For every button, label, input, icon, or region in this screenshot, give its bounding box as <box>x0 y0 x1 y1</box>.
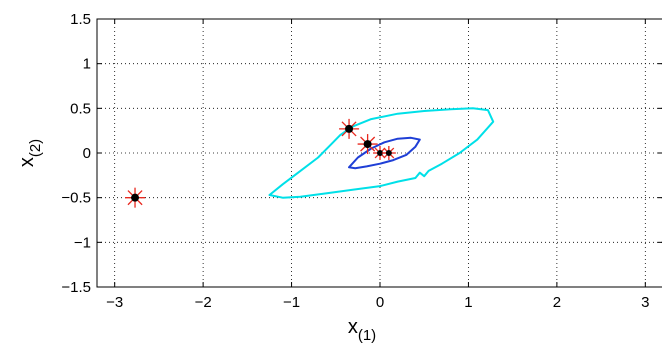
curves <box>268 107 495 199</box>
x-tick-label: −3 <box>106 294 123 311</box>
x-axis-label-main: x <box>348 316 358 338</box>
y-tick-label: −1 <box>74 234 91 251</box>
marker-dot <box>385 150 392 156</box>
x-tick-labels: −3 −2 −1 0 1 2 3 <box>106 294 649 311</box>
marker-dot <box>131 193 140 202</box>
equilibrium-marker <box>381 146 396 160</box>
orbit-curve-2 <box>348 136 421 170</box>
axis-ticks <box>97 18 662 288</box>
grid <box>97 18 662 288</box>
y-axis-label-subscript: (2) <box>27 139 44 157</box>
orbit-curve-1 <box>268 107 495 199</box>
marker-dot <box>377 150 383 156</box>
equilibrium-marker <box>339 118 360 139</box>
x-tick-label: −2 <box>195 294 212 311</box>
x-tick-label: 2 <box>553 294 561 311</box>
y-tick-label: 0.5 <box>70 100 91 117</box>
equilibrium-marker <box>125 187 146 208</box>
equilibrium-marker <box>357 134 378 155</box>
x-tick-label: −1 <box>283 294 300 311</box>
y-tick-label: −0.5 <box>61 190 91 207</box>
y-tick-labels: 1.5 1 0.5 0 −0.5 −1 −1.5 <box>61 11 91 296</box>
x-tick-label: 3 <box>641 294 649 311</box>
y-tick-label: 0 <box>83 145 91 162</box>
y-axis-label-main: x <box>16 157 38 167</box>
y-axis-label: x(2) <box>16 139 44 167</box>
x-tick-label: 0 <box>376 294 384 311</box>
equilibrium-marker <box>373 146 387 160</box>
marker-dot <box>363 140 372 149</box>
x-axis-label: x(1) <box>348 316 376 344</box>
y-tick-label: 1 <box>83 56 91 73</box>
marker-dot <box>345 124 354 133</box>
y-tick-label: 1.5 <box>70 11 91 28</box>
y-tick-label: −1.5 <box>61 279 91 296</box>
markers <box>125 118 396 208</box>
x-tick-label: 1 <box>464 294 472 311</box>
x-axis-label-subscript: (1) <box>358 327 376 344</box>
